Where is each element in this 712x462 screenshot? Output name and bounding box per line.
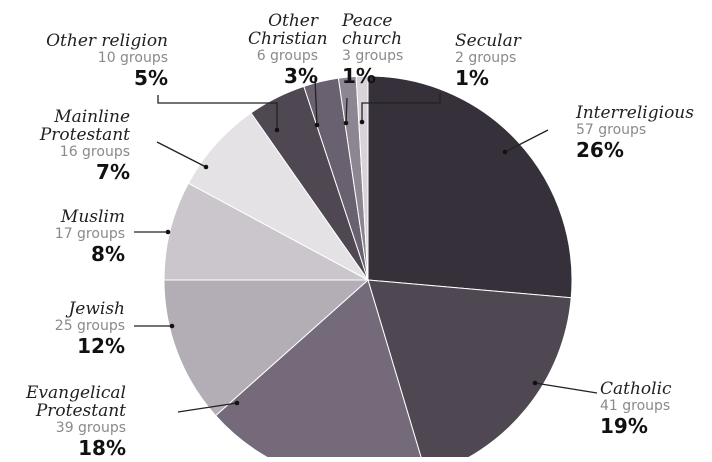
- label-catholic: Catholic 41 groups 19%: [600, 379, 672, 438]
- pie-slice-muslim: [163, 182, 369, 281]
- leader-line-peace-church: [345, 97, 348, 124]
- leader-line-catholic: [534, 382, 598, 394]
- leader-dot-evangelical-protestant: [234, 400, 240, 406]
- pie-slice-catholic: [367, 279, 572, 462]
- pie-slice-jewish: [163, 279, 370, 417]
- label-other-christian: Other Christian 6 groups 3%: [248, 11, 328, 88]
- leader-line-other-religion: [157, 95, 278, 130]
- label-peace-church: Peace church 3 groups 1%: [342, 11, 404, 88]
- leader-dot-interreligious: [502, 149, 508, 155]
- pie-slice-interreligious: [367, 75, 573, 299]
- label-jewish: Jewish 25 groups 12%: [54, 299, 125, 358]
- pie-slice-secular: [355, 75, 369, 281]
- label-other-religion: Other religion 10 groups 5%: [46, 31, 168, 90]
- leader-dot-jewish: [169, 323, 175, 329]
- leader-line-secular: [361, 93, 441, 122]
- leader-dot-other-christian: [314, 122, 320, 128]
- leader-line-evangelical-protestant: [177, 402, 238, 413]
- leader-line-interreligious: [504, 129, 549, 153]
- leader-dot-peace-church: [343, 120, 349, 126]
- leader-dot-catholic: [532, 380, 538, 386]
- pie-slice-evangelical-protestant: [214, 279, 424, 462]
- label-mainline-protestant: Mainline Protestant 16 groups 7%: [39, 107, 130, 184]
- label-interreligious: Interreligious 57 groups 26%: [576, 103, 694, 162]
- leader-dot-mainline-protestant: [203, 164, 209, 170]
- leader-dot-secular: [359, 119, 365, 125]
- leader-line-other-christian: [314, 77, 318, 126]
- label-secular: Secular 2 groups 1%: [455, 31, 521, 90]
- label-muslim: Muslim 17 groups 8%: [54, 207, 125, 266]
- leader-dot-other-religion: [274, 127, 280, 133]
- leader-dot-muslim: [165, 229, 171, 235]
- label-evangelical-protestant: Evangelical Protestant 39 groups 18%: [25, 383, 126, 460]
- leader-line-mainline-protestant: [156, 141, 207, 168]
